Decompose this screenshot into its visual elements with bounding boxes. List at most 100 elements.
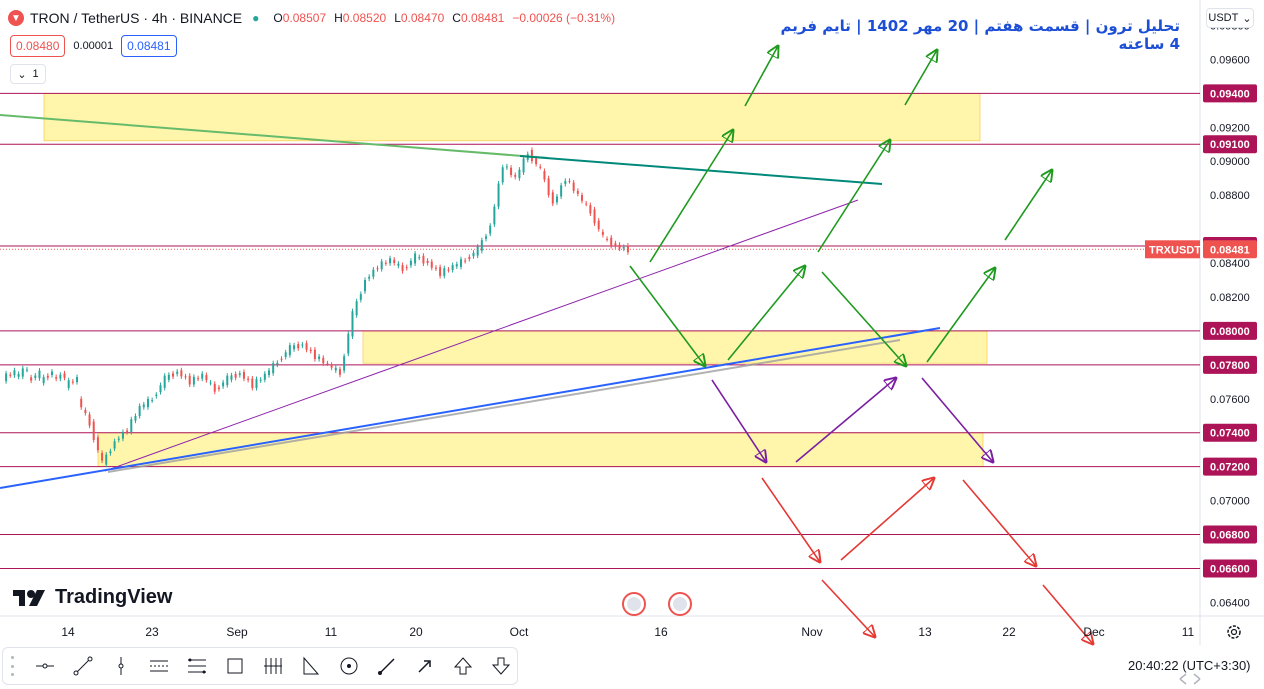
price-tick-label: 0.08400: [1210, 258, 1250, 270]
candle-body: [272, 363, 275, 374]
sell-button[interactable]: 0.08480: [10, 35, 66, 57]
arrow-icon[interactable]: [413, 654, 437, 678]
economic-event-icons[interactable]: [622, 592, 692, 616]
candle-body: [130, 419, 133, 433]
last-price-label: 0.08481: [1210, 244, 1250, 256]
brush-icon[interactable]: [375, 654, 399, 678]
candle-body: [593, 209, 596, 224]
candle-body: [338, 369, 341, 375]
green-scenario-arrow[interactable]: [926, 268, 995, 363]
candle-body: [167, 374, 170, 380]
vertical-line-icon[interactable]: [109, 654, 133, 678]
xabcd-pattern-icon[interactable]: [299, 654, 323, 678]
candle-body: [142, 404, 145, 408]
candle-body: [443, 268, 446, 276]
red-scenario-arrow[interactable]: [1042, 584, 1093, 644]
candle-body: [67, 380, 70, 388]
candle-body: [313, 349, 316, 360]
time-tick-label: 11: [1182, 625, 1195, 639]
candle-body: [17, 373, 20, 377]
rectangle-icon[interactable]: [223, 654, 247, 678]
candle-body: [485, 236, 488, 239]
green-scenario-arrow[interactable]: [649, 130, 733, 263]
candle-body: [138, 405, 141, 416]
red-scenario-arrow[interactable]: [761, 477, 820, 562]
candle-body: [155, 394, 158, 397]
support-resistance-zone[interactable]: [43, 93, 981, 142]
drag-handle-icon[interactable]: [11, 656, 17, 676]
purple-scenario-arrow[interactable]: [795, 378, 896, 463]
candle-body: [414, 253, 417, 264]
purple-scenario-arrow[interactable]: [711, 379, 766, 462]
green-scenario-arrow[interactable]: [629, 265, 705, 366]
gear-icon[interactable]: [1226, 624, 1242, 640]
time-tick-label: 22: [1002, 625, 1016, 639]
indicators-toggle[interactable]: ⌄ 1: [10, 64, 46, 84]
candle-body: [201, 373, 204, 379]
blue-trendline[interactable]: [0, 327, 941, 489]
long-position-icon[interactable]: [261, 654, 285, 678]
trade-buttons: 0.08480 0.00001 0.08481: [10, 35, 177, 57]
time-tick-label: Dec: [1083, 625, 1104, 639]
arrow-up-icon[interactable]: [451, 654, 475, 678]
time-tick-label: 11: [325, 625, 338, 639]
price-tick-label: 0.08000: [1210, 326, 1250, 338]
currency-select[interactable]: USDT ⌄: [1206, 8, 1254, 28]
parallel-channel-icon[interactable]: [147, 654, 171, 678]
chevron-down-icon: ⌄: [1242, 12, 1252, 25]
red-scenario-arrow[interactable]: [840, 478, 934, 561]
chevron-down-icon: ⌄: [17, 68, 27, 81]
last-price-label-bg: [1203, 240, 1257, 259]
green-scenario-arrow[interactable]: [744, 46, 778, 107]
candle-body: [5, 373, 8, 382]
red-scenario-arrow[interactable]: [821, 579, 875, 637]
candle-body: [618, 244, 621, 249]
resize-handle-icon[interactable]: [1176, 672, 1204, 686]
time-tick-label: Oct: [510, 625, 529, 639]
arrow-down-icon[interactable]: [489, 654, 513, 678]
candle-body: [172, 373, 175, 377]
green-scenario-arrow[interactable]: [1004, 170, 1052, 241]
candle-body: [489, 225, 492, 234]
candle-body: [234, 374, 237, 378]
symbol-title[interactable]: TRON / TetherUS · 4h · BINANCE: [30, 10, 243, 26]
candle-body: [159, 385, 162, 392]
candle-body: [455, 264, 458, 267]
candle-body: [247, 378, 250, 380]
support-resistance-zone[interactable]: [362, 330, 988, 364]
green-scenario-arrow[interactable]: [727, 266, 805, 361]
clock[interactable]: 20:40:22 (UTC+3:30): [1128, 658, 1251, 673]
candle-body: [326, 363, 329, 365]
purple-scenario-arrow[interactable]: [921, 377, 993, 462]
candle-body: [601, 231, 604, 235]
green-trendline[interactable]: [0, 114, 549, 159]
green-scenario-arrow[interactable]: [817, 140, 890, 253]
red-scenario-arrow[interactable]: [962, 479, 1036, 566]
green-scenario-arrow[interactable]: [821, 271, 906, 366]
drawing-toolbar: [2, 647, 518, 685]
symbol-legend: ▼ TRON / TetherUS · 4h · BINANCE ● O0.08…: [8, 8, 615, 28]
green-scenario-arrow[interactable]: [904, 50, 937, 106]
price-tick-label: 0.09000: [1210, 156, 1250, 168]
buy-button[interactable]: 0.08481: [121, 35, 177, 57]
tron-icon: ▼: [8, 10, 24, 26]
candle-body: [322, 357, 325, 364]
candle-body: [163, 375, 166, 388]
purple-trendline[interactable]: [104, 199, 859, 472]
candle-body: [92, 421, 95, 440]
candle-body: [71, 381, 74, 383]
fib-retracement-icon[interactable]: [185, 654, 209, 678]
teal-trendline[interactable]: [519, 155, 883, 185]
spread-value: 0.00001: [73, 40, 114, 52]
gray-trendline[interactable]: [107, 339, 901, 473]
horizontal-ray-icon[interactable]: [33, 654, 57, 678]
circle-icon[interactable]: [337, 654, 361, 678]
candle-body: [389, 258, 392, 264]
candle-body: [459, 259, 462, 267]
time-tick-label: 20: [409, 625, 423, 639]
candle-body: [372, 269, 375, 277]
candle-body: [230, 375, 233, 380]
candle-body: [38, 370, 41, 379]
trend-line-icon[interactable]: [71, 654, 95, 678]
